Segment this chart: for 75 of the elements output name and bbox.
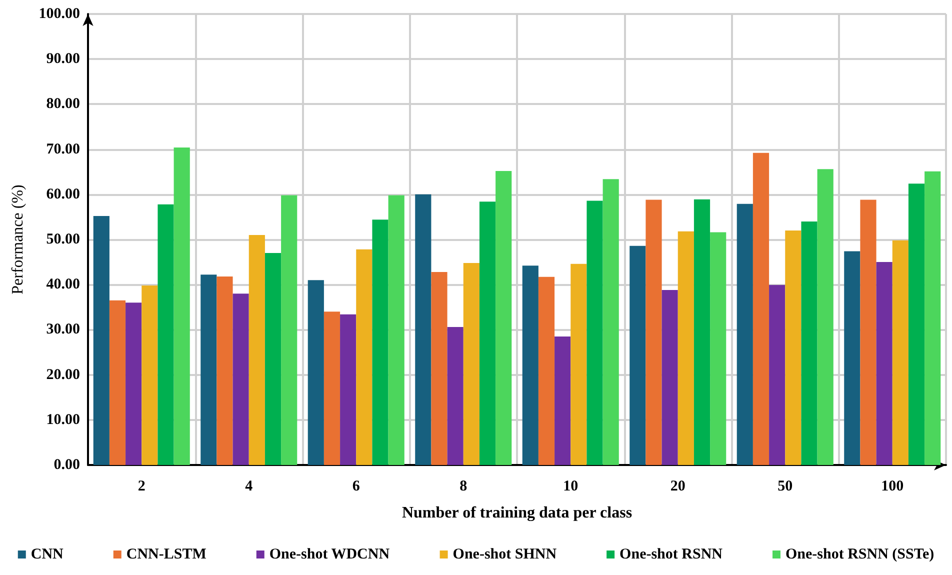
bar [860,200,876,465]
bar [264,253,282,465]
bar [248,234,265,465]
y-axis-title: Performance (%) [10,184,26,294]
bar [586,200,603,465]
bar [694,199,710,465]
bar [710,232,726,465]
y-tick-label: 60.00 [46,186,80,202]
bar [174,147,190,465]
x-tick-label: 50 [778,478,793,494]
bar [463,262,480,465]
bar [200,274,217,465]
bar [324,312,340,465]
bar [216,276,233,465]
bar [736,204,753,465]
y-tick-label: 70.00 [46,141,80,158]
bar [817,169,834,465]
x-tick-label: 20 [670,478,686,494]
bar [232,294,249,465]
bar [356,249,372,465]
bar [479,202,496,465]
y-tick-label: 50.00 [46,232,80,248]
bar [340,314,356,465]
x-tick-label: 10 [563,478,578,494]
legend-label: One-shot SHNN [452,546,557,562]
bar [785,230,802,465]
x-tick-label: 4 [245,478,254,494]
bar [281,195,298,465]
bar [844,251,860,465]
bar [522,266,538,465]
bar [752,152,770,465]
bar [142,286,158,465]
legend-label: CNN-LSTM [126,546,206,562]
bar [93,216,110,465]
y-tick-label: 0.00 [54,457,80,473]
x-tick-label: 100 [881,478,904,494]
bar [447,326,464,465]
bar [415,194,432,465]
bar [908,184,925,465]
bar [126,302,142,465]
x-tick-label: 2 [138,478,146,494]
x-tick-label: 8 [460,478,468,494]
bar [431,272,448,465]
bar [876,262,892,465]
bar [892,240,908,465]
bar [372,220,388,465]
bar [924,171,941,465]
bar [646,200,662,465]
bar [662,290,678,465]
bar [570,264,587,465]
bar [554,336,571,465]
bar [158,204,174,465]
legend-label: CNN [30,546,64,562]
legend-label: One-shot RSNN [620,546,723,562]
legend-label: One-shot RSNN (SSTe) [785,546,934,562]
bar [109,300,126,465]
bar [308,280,324,465]
x-axis-title: Number of training data per class [402,504,632,522]
x-tick-label: 6 [352,478,360,494]
y-tick-label: 20.00 [46,366,80,383]
bar [630,246,646,465]
bar [388,195,404,465]
bar [678,231,694,465]
y-tick-label: 100.00 [38,6,80,22]
bar [496,170,512,465]
y-tick-label: 10.00 [46,412,80,428]
y-tick-label: 80.00 [46,96,80,112]
y-tick-label: 30.00 [46,322,80,338]
y-tick-label: 90.00 [46,51,80,68]
bar [602,179,619,465]
legend-label: One-shot WDCNN [269,546,390,562]
y-tick-label: 40.00 [46,276,80,293]
bar [538,276,555,465]
bar [769,285,786,465]
bar [801,221,818,465]
